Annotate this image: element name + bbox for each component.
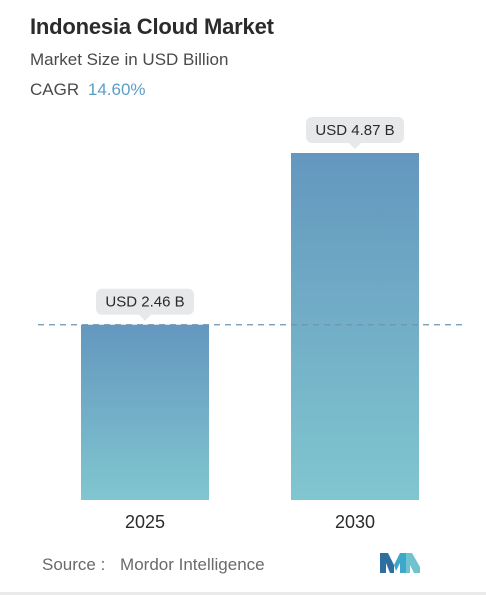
cagr-line: CAGR 14.60% xyxy=(30,80,146,100)
chart-title: Indonesia Cloud Market xyxy=(30,14,274,39)
bottom-divider xyxy=(0,592,486,595)
bar-2030 xyxy=(291,153,419,500)
data-label-text: USD 2.46 B xyxy=(105,294,184,311)
data-label-text: USD 4.87 B xyxy=(315,122,394,139)
bar-2025 xyxy=(81,324,209,500)
data-label-2025: USD 2.46 B xyxy=(96,288,194,321)
x-tick-label-2030: 2030 xyxy=(335,512,375,532)
cagr-value: 14.60% xyxy=(87,80,146,99)
data-label-2030: USD 4.87 B xyxy=(306,117,404,149)
bar-chart: USD 2.46 B USD 4.87 B 2025 2030 xyxy=(38,117,466,532)
data-label-pointer xyxy=(139,314,151,321)
source-label: Source : xyxy=(42,555,106,574)
data-label-pointer xyxy=(349,143,361,149)
source-note: Source : Mordor Intelligence xyxy=(42,555,265,575)
data-label-bg xyxy=(306,117,404,143)
chart-subtitle: Market Size in USD Billion xyxy=(30,50,229,69)
source-name: Mordor Intelligence xyxy=(120,555,265,574)
data-label-bg xyxy=(96,288,194,315)
x-tick-label-2025: 2025 xyxy=(125,512,165,532)
cagr-label: CAGR xyxy=(30,80,80,99)
mordor-intelligence-logo-icon xyxy=(380,553,420,573)
